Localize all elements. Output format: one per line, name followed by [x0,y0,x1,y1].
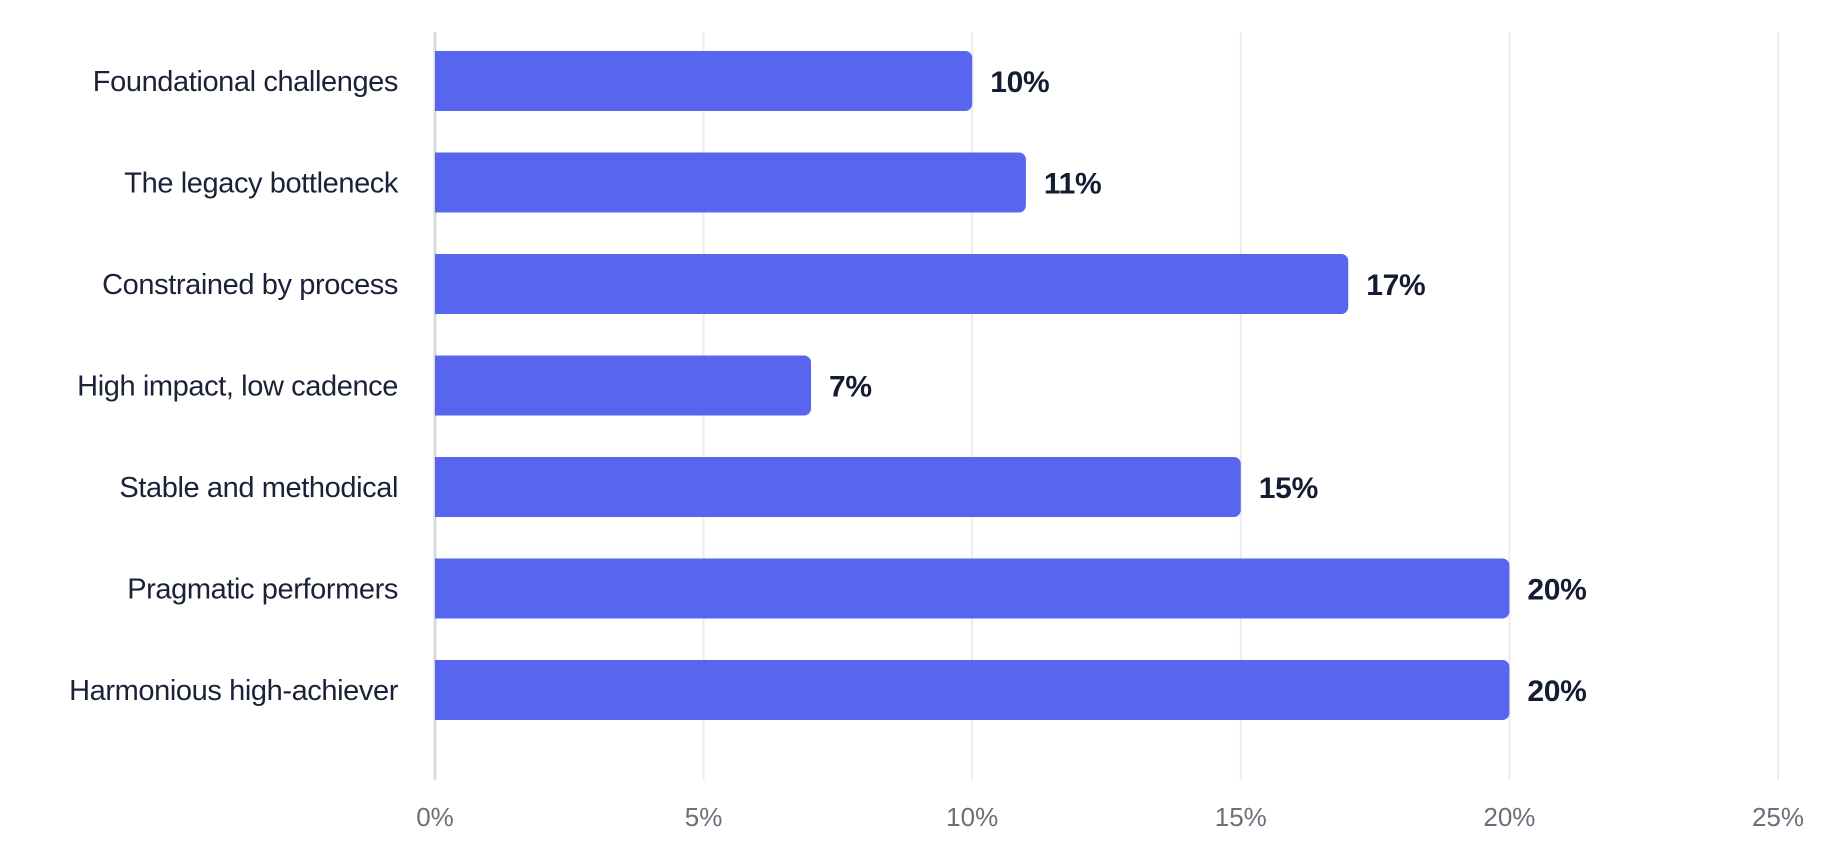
data-label: 7% [829,371,872,404]
bar-layer [435,51,1510,720]
category-label: Pragmatic performers [127,574,398,606]
x-tick-label: 25% [1752,802,1804,832]
bar-left-edge [435,51,445,111]
x-tick-label: 5% [685,802,723,832]
bar-left-edge [435,558,445,619]
category-label: Constrained by process [102,269,398,301]
bar [435,51,973,111]
x-tick-label: 0% [416,802,454,832]
bar [435,660,1510,720]
category-label: Foundational challenges [93,66,398,98]
data-label: 15% [1259,472,1318,505]
x-axis-ticks: 0% 5% 10% 15% 20% 25% [416,802,1804,832]
data-label: 20% [1527,675,1586,708]
x-tick-label: 15% [1215,802,1267,832]
data-label: 20% [1527,574,1586,607]
category-label: Stable and methodical [119,472,398,504]
data-label: 17% [1366,269,1425,302]
category-label: High impact, low cadence [77,371,398,403]
label-layer: Foundational challenges 10% The legacy bot… [69,66,1587,708]
bar-left-edge [435,254,445,314]
bar-left-edge [435,152,445,213]
bar [435,152,1026,213]
bar [435,457,1241,517]
bar [435,355,812,416]
bar-left-edge [435,457,445,517]
bar-left-edge [435,355,445,416]
category-label: Harmonious high-achiever [69,675,399,707]
data-label: 10% [990,66,1049,99]
bar-left-edge [435,660,445,720]
x-tick-label: 10% [946,802,998,832]
category-label: The legacy bottleneck [124,168,399,200]
data-label: 11% [1044,168,1102,201]
bar [435,254,1349,314]
bar [435,558,1510,619]
x-tick-label: 20% [1483,802,1535,832]
